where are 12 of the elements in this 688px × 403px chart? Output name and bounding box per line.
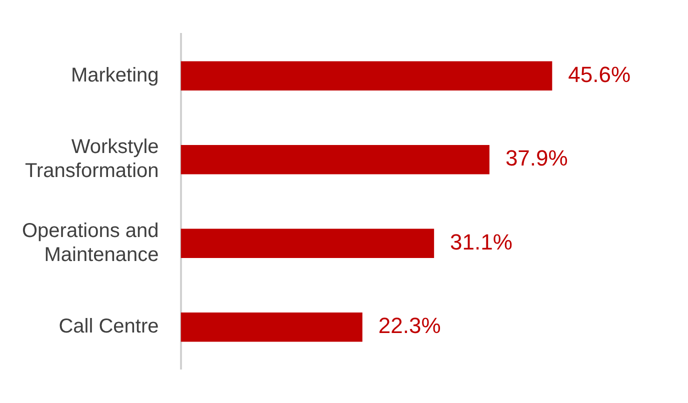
bar	[180, 312, 362, 342]
bar	[180, 228, 434, 258]
bar	[180, 61, 552, 91]
data-label: 22.3%	[378, 313, 441, 338]
bar	[180, 144, 490, 174]
data-label: 31.1%	[450, 229, 512, 254]
y-tick-label: Operations and Maintenance	[22, 220, 159, 266]
data-label: 37.9%	[505, 146, 568, 171]
data-label: 45.6%	[568, 62, 631, 87]
y-tick-label: Marketing	[70, 64, 159, 86]
y-tick-label: Call Centre	[58, 316, 159, 338]
y-tick-label: Workstyle Transformation	[25, 136, 159, 182]
